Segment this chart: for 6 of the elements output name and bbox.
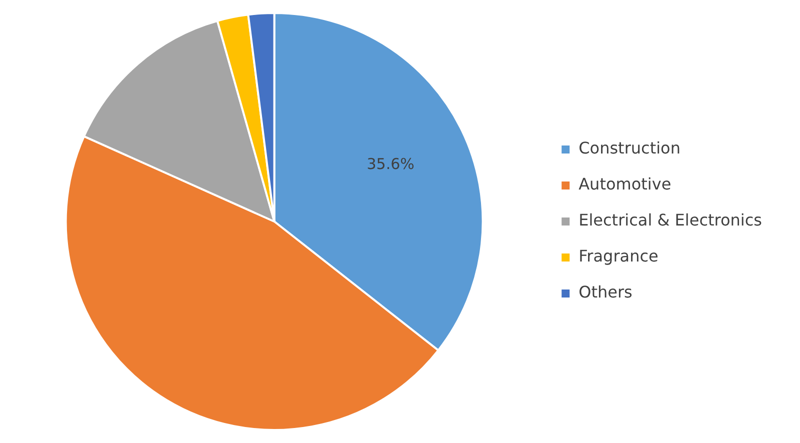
data-label: 35.6% [366,154,414,173]
legend-label: Automotive [578,174,672,194]
legend-label: Others [578,282,632,302]
legend-label: Fragrance [578,246,658,266]
legend-label: Construction [578,138,680,158]
legend-label: Electrical & Electronics [578,210,762,230]
